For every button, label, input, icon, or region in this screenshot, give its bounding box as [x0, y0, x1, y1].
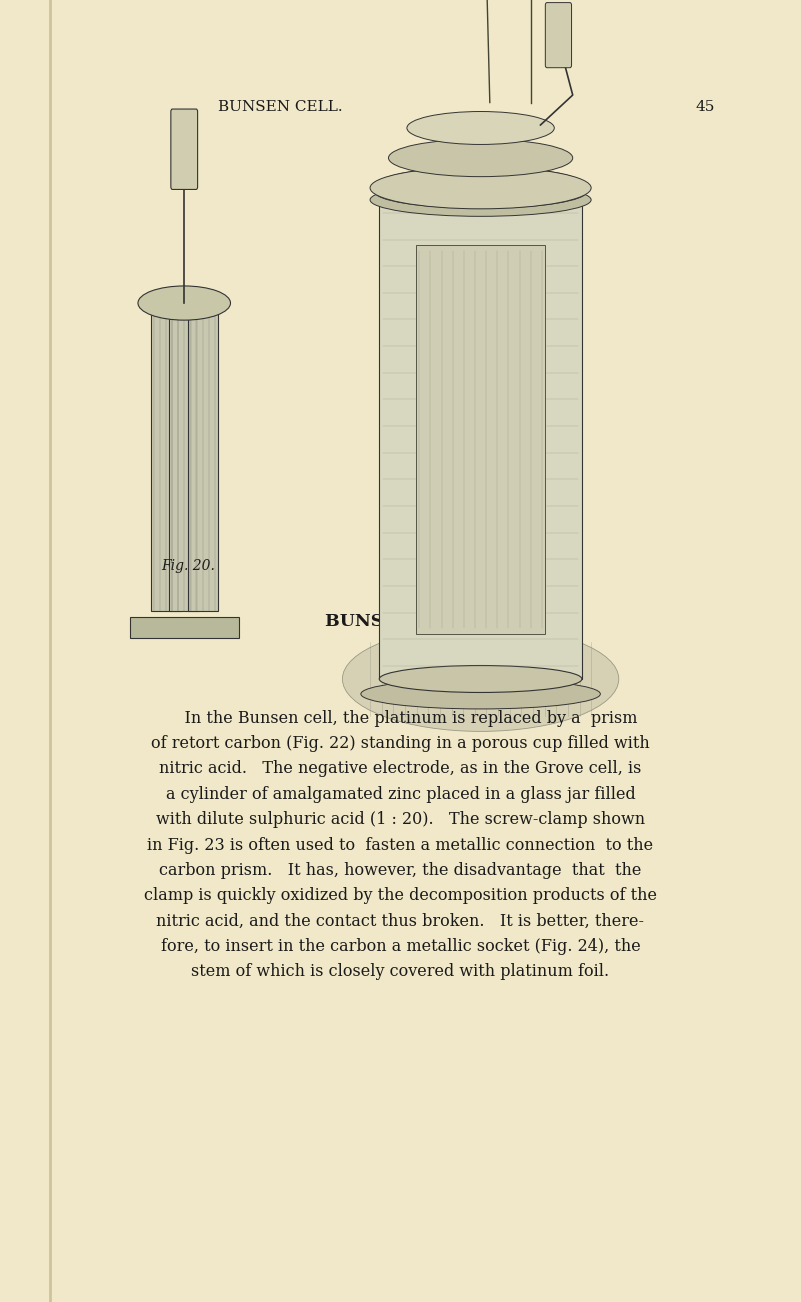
FancyBboxPatch shape [545, 3, 572, 68]
Ellipse shape [388, 139, 573, 177]
Ellipse shape [407, 112, 554, 145]
Text: in Fig. 23 is often used to  fasten a metallic connection  to the: in Fig. 23 is often used to fasten a met… [147, 836, 654, 854]
Ellipse shape [343, 626, 618, 732]
Text: carbon prism.   It has, however, the disadvantage  that  the: carbon prism. It has, however, the disad… [159, 862, 642, 879]
Ellipse shape [138, 286, 231, 320]
Text: stem of which is closely covered with platinum foil.: stem of which is closely covered with pl… [191, 963, 610, 980]
FancyBboxPatch shape [171, 109, 198, 190]
Text: nitric acid, and the contact thus broken.   It is better, there-: nitric acid, and the contact thus broken… [156, 913, 645, 930]
Text: a cylinder of amalgamated zinc placed in a glass jar filled: a cylinder of amalgamated zinc placed in… [166, 785, 635, 803]
Text: with dilute sulphuric acid (1 : 20).   The screw-clamp shown: with dilute sulphuric acid (1 : 20). The… [156, 811, 645, 828]
Polygon shape [380, 199, 582, 680]
Polygon shape [169, 310, 199, 611]
Text: 45: 45 [695, 100, 714, 113]
Polygon shape [151, 310, 181, 611]
Text: BUNSEN CELL.: BUNSEN CELL. [325, 612, 476, 630]
Ellipse shape [370, 167, 591, 208]
Text: fore, to insert in the carbon a metallic socket (Fig. 24), the: fore, to insert in the carbon a metallic… [161, 937, 640, 956]
Polygon shape [130, 617, 239, 638]
Text: clamp is quickly oxidized by the decomposition products of the: clamp is quickly oxidized by the decompo… [144, 888, 657, 905]
Text: of retort carbon (Fig. 22) standing in a porous cup filled with: of retort carbon (Fig. 22) standing in a… [151, 734, 650, 753]
Polygon shape [417, 245, 545, 634]
Polygon shape [187, 310, 218, 611]
Ellipse shape [380, 665, 582, 693]
Ellipse shape [360, 680, 601, 708]
Text: BUNSEN CELL.: BUNSEN CELL. [218, 100, 343, 113]
Text: Fig. 21.: Fig. 21. [441, 560, 496, 573]
Text: Fig. 20.: Fig. 20. [161, 560, 215, 573]
Text: In the Bunsen cell, the platinum is replaced by a  prism: In the Bunsen cell, the platinum is repl… [163, 710, 638, 727]
Text: nitric acid.   The negative electrode, as in the Grove cell, is: nitric acid. The negative electrode, as … [159, 760, 642, 777]
Ellipse shape [380, 167, 582, 201]
Ellipse shape [375, 176, 586, 208]
Ellipse shape [370, 184, 591, 216]
